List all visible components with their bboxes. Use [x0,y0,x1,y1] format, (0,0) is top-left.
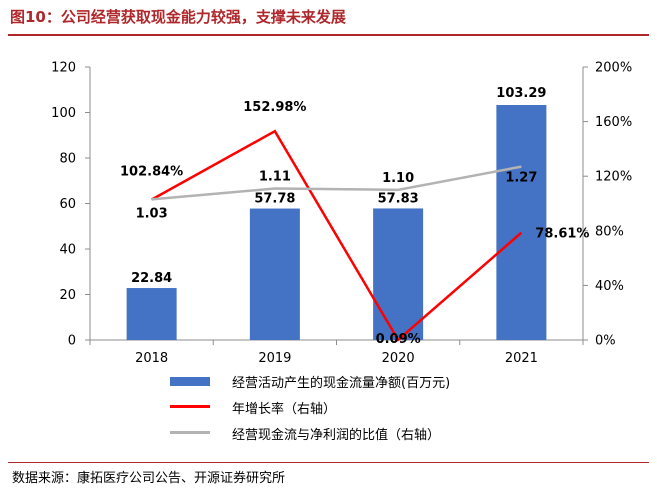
bar-value-label: 57.83 [378,191,419,206]
legend-label-growth: 年增长率（右轴） [232,402,337,417]
x-tick-label: 2019 [258,351,291,366]
left-tick-label: 120 [51,61,76,76]
ratio-value-label: 1.11 [259,169,291,184]
ratio-value-label: 1.10 [382,171,414,186]
left-tick-label: 80 [59,152,76,167]
bar-value-label: 22.84 [131,271,172,286]
bar-series [126,105,547,340]
growth-value-label: 78.61% [535,227,589,242]
chart-title: 图10：公司经营获取现金能力较强，支撑未来发展 [10,8,346,26]
growth-value-label: 152.98% [243,100,306,115]
right-tick-label: 160% [595,115,632,130]
left-tick-label: 40 [59,243,76,258]
left-tick-label: 100 [51,106,76,121]
left-tick-label: 60 [59,197,76,212]
ratio-value-label: 1.27 [505,171,537,186]
x-axis: 2018 2019 2020 2021 [89,339,584,366]
bar [373,208,424,340]
right-tick-label: 0% [595,334,616,349]
growth-value-label: 102.84% [120,165,183,180]
footer-rule [8,462,649,463]
legend-label-ratio: 经营现金流与净利润的比值（右轴） [232,428,441,443]
bar [249,208,300,340]
x-tick-label: 2021 [505,351,538,366]
ratio-line [151,165,522,201]
left-axis: 0 20 40 60 80 100 120 [51,61,91,349]
right-tick-label: 200% [595,61,632,76]
right-tick-label: 40% [595,279,624,294]
x-tick-label: 2020 [382,351,415,366]
title-rule [8,34,649,36]
right-axis: 0% 40% 80% 120% 160% 200% [582,61,632,349]
data-labels: 22.84 57.78 57.83 103.29 102.84% 152.98% 0.09%… [120,86,589,347]
legend-swatch-ratio [170,431,210,434]
ratio-value-label: 1.03 [136,206,168,221]
bar [126,288,177,340]
x-tick-label: 2018 [135,351,168,366]
bar-value-label: 57.78 [254,192,295,207]
legend-swatch-bar [170,377,210,386]
source-note: 数据来源：康拓医疗公司公告、开源证券研究所 [12,471,286,486]
right-tick-label: 120% [595,170,632,185]
legend-swatch-growth [170,405,210,408]
left-tick-label: 20 [59,288,76,303]
growth-line [151,129,523,342]
legend-label-bar: 经营活动产生的现金流量净额(百万元) [232,376,451,391]
line-series [151,129,523,342]
left-tick-label: 0 [68,334,76,349]
growth-value-label: 0.09% [376,332,421,347]
right-tick-label: 80% [595,224,624,239]
bar [496,105,547,340]
bar-value-label: 103.29 [496,86,546,101]
